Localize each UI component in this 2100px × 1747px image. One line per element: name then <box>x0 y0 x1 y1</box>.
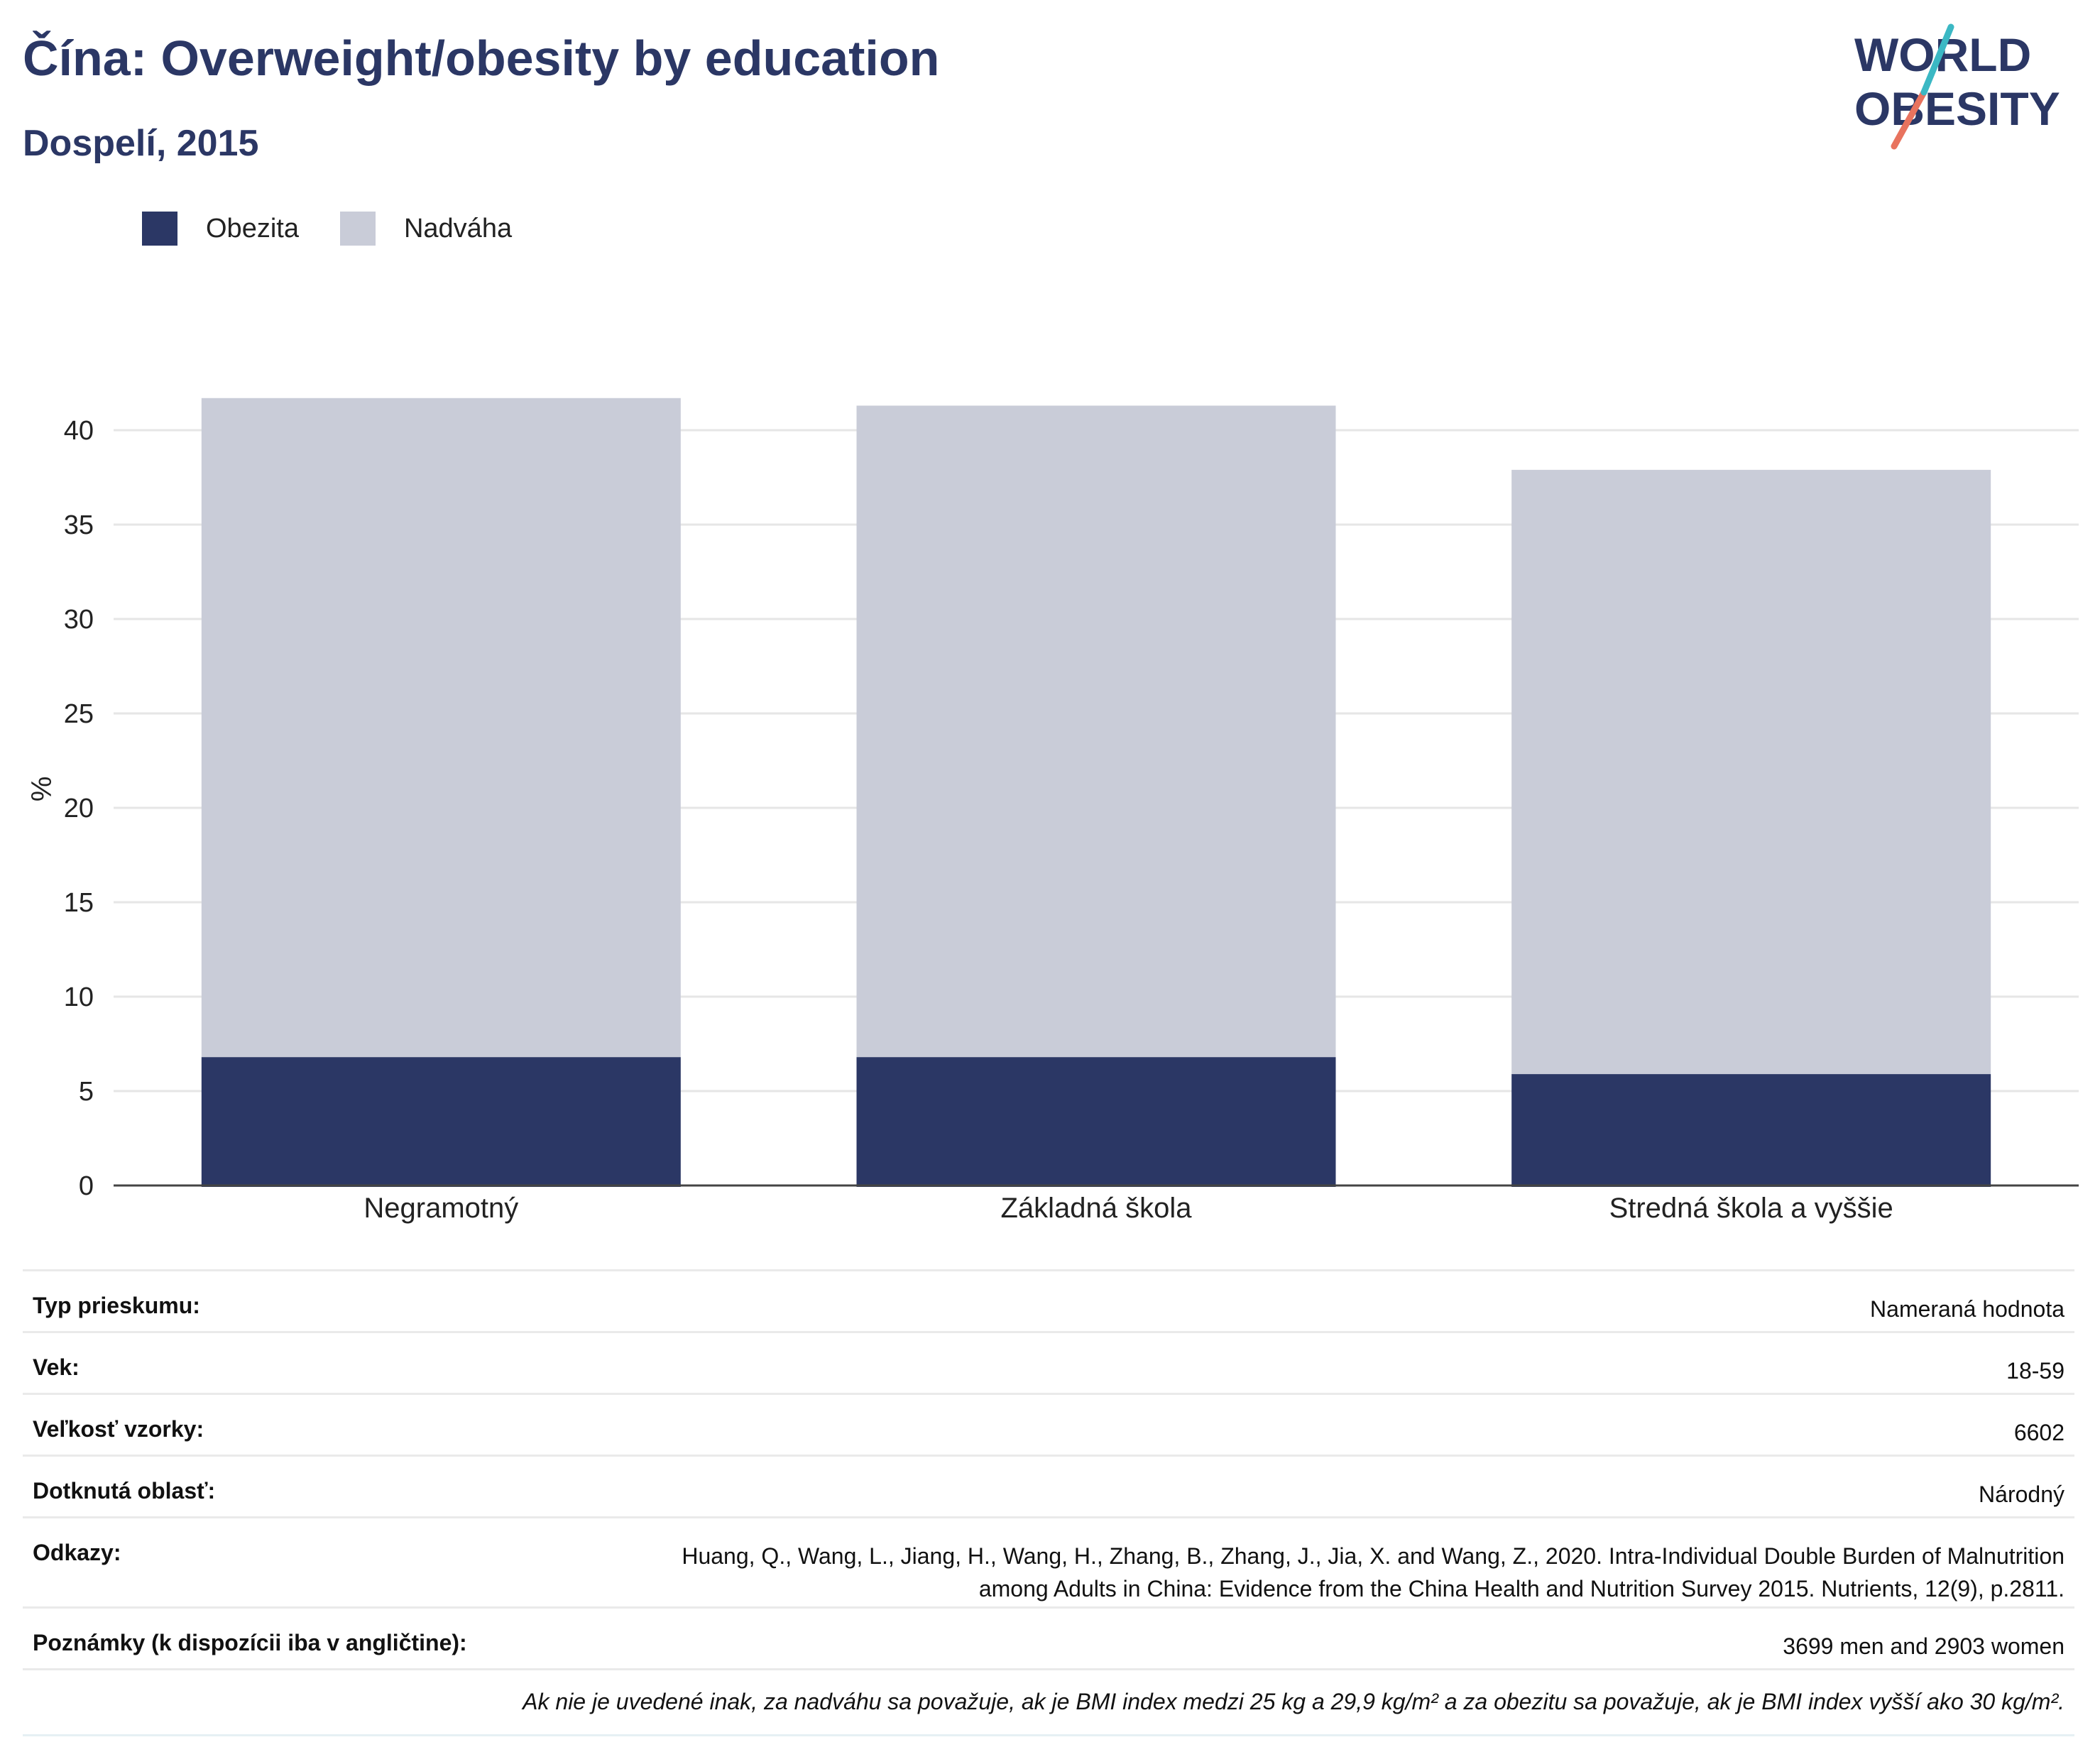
info-row-age: Vek: 18-59 <box>23 1331 2074 1393</box>
y-tick-label: 25 <box>64 699 94 729</box>
y-tick-label: 30 <box>64 605 94 635</box>
legend-swatch-obezita <box>142 212 177 246</box>
page-subtitle: Dospelí, 2015 <box>23 123 259 164</box>
survey-info-table: Typ prieskumu: Nameraná hodnota Vek: 18-… <box>23 1269 2074 1736</box>
info-value: 18-59 <box>2006 1358 2065 1384</box>
y-axis-label: % <box>26 777 58 802</box>
info-value: Huang, Q., Wang, L., Jiang, H., Wang, H.… <box>682 1540 2065 1605</box>
y-tick-label: 5 <box>79 1077 94 1107</box>
legend-label-nadvaha: Nadváha <box>403 213 513 243</box>
x-tick-label: Stredná škola a vyššie <box>1609 1193 1893 1224</box>
legend-item-nadvaha[interactable]: Nadváha <box>339 212 513 246</box>
logo-line2: OBESITY <box>1854 82 2060 135</box>
info-row-references: Odkazy: Huang, Q., Wang, L., Jiang, H., … <box>23 1516 2074 1606</box>
page-title: Čína: Overweight/obesity by education <box>23 31 940 86</box>
info-label: Poznámky (k dispozícii iba v angličtine)… <box>33 1630 467 1655</box>
bar-nadvaha <box>1511 469 1991 1075</box>
reference-line: among Adults in China: Evidence from the… <box>978 1576 2065 1601</box>
y-tick-label: 10 <box>64 982 94 1012</box>
x-tick-label: Základná škola <box>1000 1193 1192 1224</box>
world-obesity-logo: WORLD OBESITY <box>1854 23 2060 150</box>
info-row-area: Dotknutá oblasť: Národný <box>23 1455 2074 1516</box>
bar-obezita <box>201 1057 681 1187</box>
info-row-sample-size: Veľkosť vzorky: 6602 <box>23 1393 2074 1455</box>
info-label: Typ prieskumu: <box>33 1293 200 1318</box>
info-value: 6602 <box>2013 1420 2065 1445</box>
bar-nadvaha <box>856 405 1336 1058</box>
bar-nadvaha <box>201 398 681 1058</box>
y-tick-label: 35 <box>64 510 94 540</box>
y-tick-label: 15 <box>64 888 94 918</box>
legend-item-obezita[interactable]: Obezita <box>142 212 299 246</box>
bar-obezita <box>1511 1074 1991 1187</box>
footnote: Ak nie je uvedené inak, za nadváhu sa po… <box>23 1668 2074 1736</box>
info-value: Nameraná hodnota <box>1870 1296 2065 1322</box>
reference-line: Huang, Q., Wang, L., Jiang, H., Wang, H.… <box>682 1543 2065 1569</box>
info-row-notes: Poznámky (k dispozícii iba v angličtine)… <box>23 1606 2074 1668</box>
bar-obezita <box>856 1057 1336 1187</box>
chart-legend: Obezita Nadváha <box>142 210 553 247</box>
y-tick-label: 20 <box>64 794 94 823</box>
y-tick-label: 0 <box>79 1171 94 1201</box>
info-label: Veľkosť vzorky: <box>33 1416 204 1442</box>
legend-label-obezita: Obezita <box>206 213 299 243</box>
info-value: Národný <box>1979 1482 2065 1507</box>
bar-chart: 0 5 10 15 20 25 30 35 40% Negramotný Základná škol… <box>26 398 2079 1224</box>
info-value: 3699 men and 2903 women <box>1783 1633 2065 1659</box>
info-label: Vek: <box>33 1354 80 1380</box>
info-label: Odkazy: <box>33 1540 121 1565</box>
info-row-survey-type: Typ prieskumu: Nameraná hodnota <box>23 1269 2074 1331</box>
info-label: Dotknutá oblasť: <box>33 1478 216 1504</box>
y-tick-label: 40 <box>64 416 94 446</box>
legend-swatch-nadvaha <box>339 212 376 246</box>
x-tick-label: Negramotný <box>363 1193 518 1224</box>
